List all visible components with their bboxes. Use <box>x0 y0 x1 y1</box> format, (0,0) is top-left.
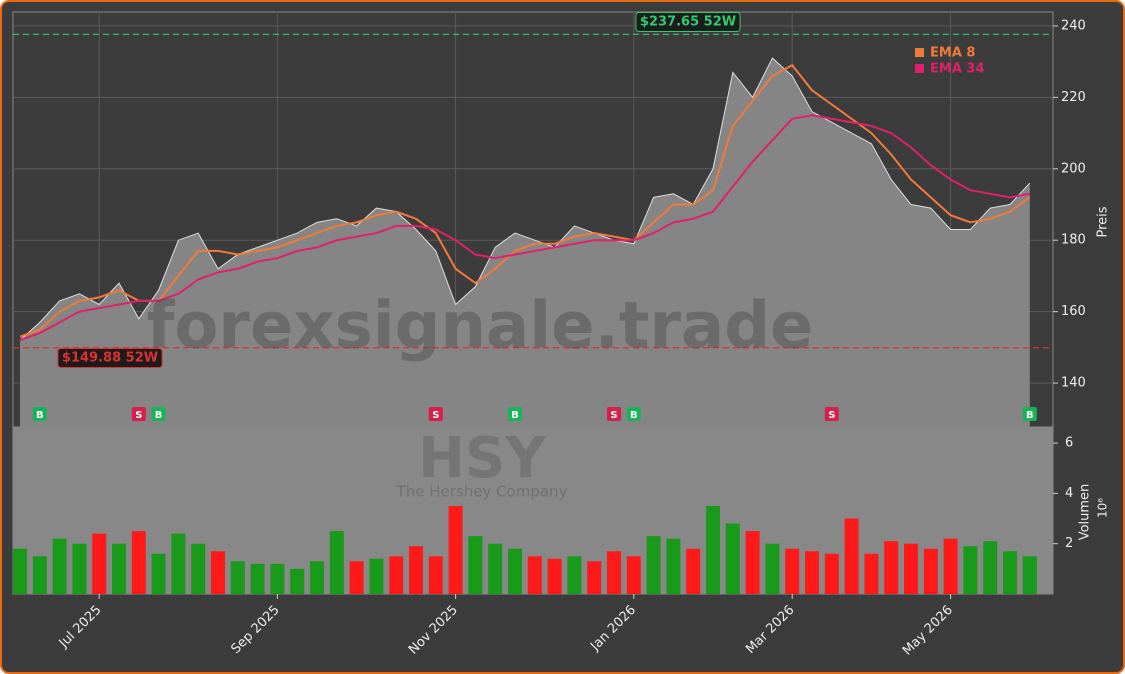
volume-bar <box>488 543 503 594</box>
legend-label: EMA 8 <box>930 46 975 61</box>
volume-bar <box>329 531 344 594</box>
volume-bar <box>745 531 760 594</box>
volume-bar <box>587 561 602 594</box>
volume-bar <box>349 561 364 594</box>
volume-bar <box>230 561 245 594</box>
volume-bar <box>864 553 879 594</box>
volume-axis-label: Volumen <box>1078 484 1093 541</box>
legend-label: EMA 34 <box>930 62 985 77</box>
volume-bar <box>567 556 582 594</box>
signal-label: B <box>36 410 44 421</box>
volume-bar <box>1003 551 1017 594</box>
signal-box <box>428 407 443 421</box>
legend-swatch <box>915 48 924 57</box>
y-tick-label: 240 <box>1061 18 1086 33</box>
volume-bar <box>666 538 681 594</box>
volume-bar <box>131 531 146 594</box>
volume-bar <box>409 546 423 594</box>
signal-label: S <box>610 410 617 421</box>
y-tick-label: 140 <box>1061 376 1086 391</box>
company: The Hershey Company <box>396 483 568 501</box>
signal-label: B <box>630 410 638 421</box>
volume-bar <box>151 553 166 594</box>
volume-bar <box>527 556 542 594</box>
signal-label: B <box>155 410 163 421</box>
signal-box <box>131 407 146 421</box>
watermark: forexsignale.trade <box>147 290 814 364</box>
volume-bar <box>448 505 463 594</box>
volume-bar <box>607 551 621 594</box>
price-area <box>20 58 1030 427</box>
volume-bar <box>686 548 701 594</box>
signal-box <box>1022 407 1037 421</box>
volume-tick-label: 2 <box>1065 536 1073 551</box>
volume-bar <box>805 551 819 594</box>
signal-box <box>607 407 621 421</box>
extreme-box <box>57 348 163 368</box>
volume-bar <box>706 505 720 594</box>
ticker: HSY <box>418 426 547 491</box>
volume-bar <box>785 548 800 594</box>
volume-bar <box>983 541 998 594</box>
volume-tick-label: 4 <box>1065 486 1073 501</box>
volume-bar <box>725 523 740 594</box>
signal-box <box>824 407 839 421</box>
y-tick-label: 200 <box>1061 161 1086 176</box>
volume-bar <box>191 543 206 594</box>
signal-label: B <box>511 410 519 421</box>
y-tick-label: 180 <box>1061 233 1086 248</box>
ema-line <box>19 114 1030 342</box>
volume-bar <box>508 548 522 594</box>
volume-bar <box>52 538 67 594</box>
extreme-box <box>635 12 741 32</box>
volume-bar <box>32 556 47 594</box>
signal-box <box>508 407 522 421</box>
volume-bar <box>290 568 305 594</box>
volume-bar <box>13 548 27 594</box>
signal-label: S <box>135 410 142 421</box>
volume-bar <box>112 543 126 594</box>
legend-swatch <box>915 64 924 73</box>
ema-line <box>19 63 1031 338</box>
signal-label: S <box>432 410 439 421</box>
volume-bar <box>211 551 225 594</box>
extreme-label: $149.88 52W <box>62 351 158 366</box>
volume-bar <box>428 556 443 594</box>
volume-tick-label: 6 <box>1065 436 1073 451</box>
volume-bar <box>1022 556 1037 594</box>
y-tick-label: 160 <box>1061 304 1086 319</box>
volume-bar <box>943 538 958 594</box>
signal-box <box>32 407 47 421</box>
volume-bar <box>72 543 87 594</box>
volume-bar <box>547 558 562 594</box>
y-tick-label: 220 <box>1061 90 1086 105</box>
volume-bar <box>923 548 938 594</box>
volume-bar <box>310 561 324 594</box>
volume-bar <box>765 543 780 594</box>
price-line <box>19 57 1031 341</box>
volume-bar <box>904 543 918 594</box>
volume-bar <box>389 556 404 594</box>
y-axis-label: Preis <box>1096 206 1111 237</box>
volume-exponent: 10⁶ <box>1096 498 1110 518</box>
volume-bar <box>646 536 661 594</box>
signal-box <box>151 407 166 421</box>
volume-bar <box>250 563 265 594</box>
volume-bar <box>884 541 899 594</box>
volume-bar <box>626 556 641 594</box>
signal-label: B <box>1026 410 1034 421</box>
volume-bar <box>92 533 107 594</box>
volume-bar <box>963 546 978 594</box>
volume-bar <box>824 553 839 594</box>
signal-label: S <box>828 410 835 421</box>
volume-bar <box>270 563 285 594</box>
volume-bar <box>369 558 384 594</box>
extreme-label: $237.65 52W <box>640 15 736 30</box>
volume-bar <box>171 533 186 594</box>
volume-bar <box>468 536 483 594</box>
signal-box <box>626 407 641 421</box>
volume-bar <box>844 518 859 594</box>
